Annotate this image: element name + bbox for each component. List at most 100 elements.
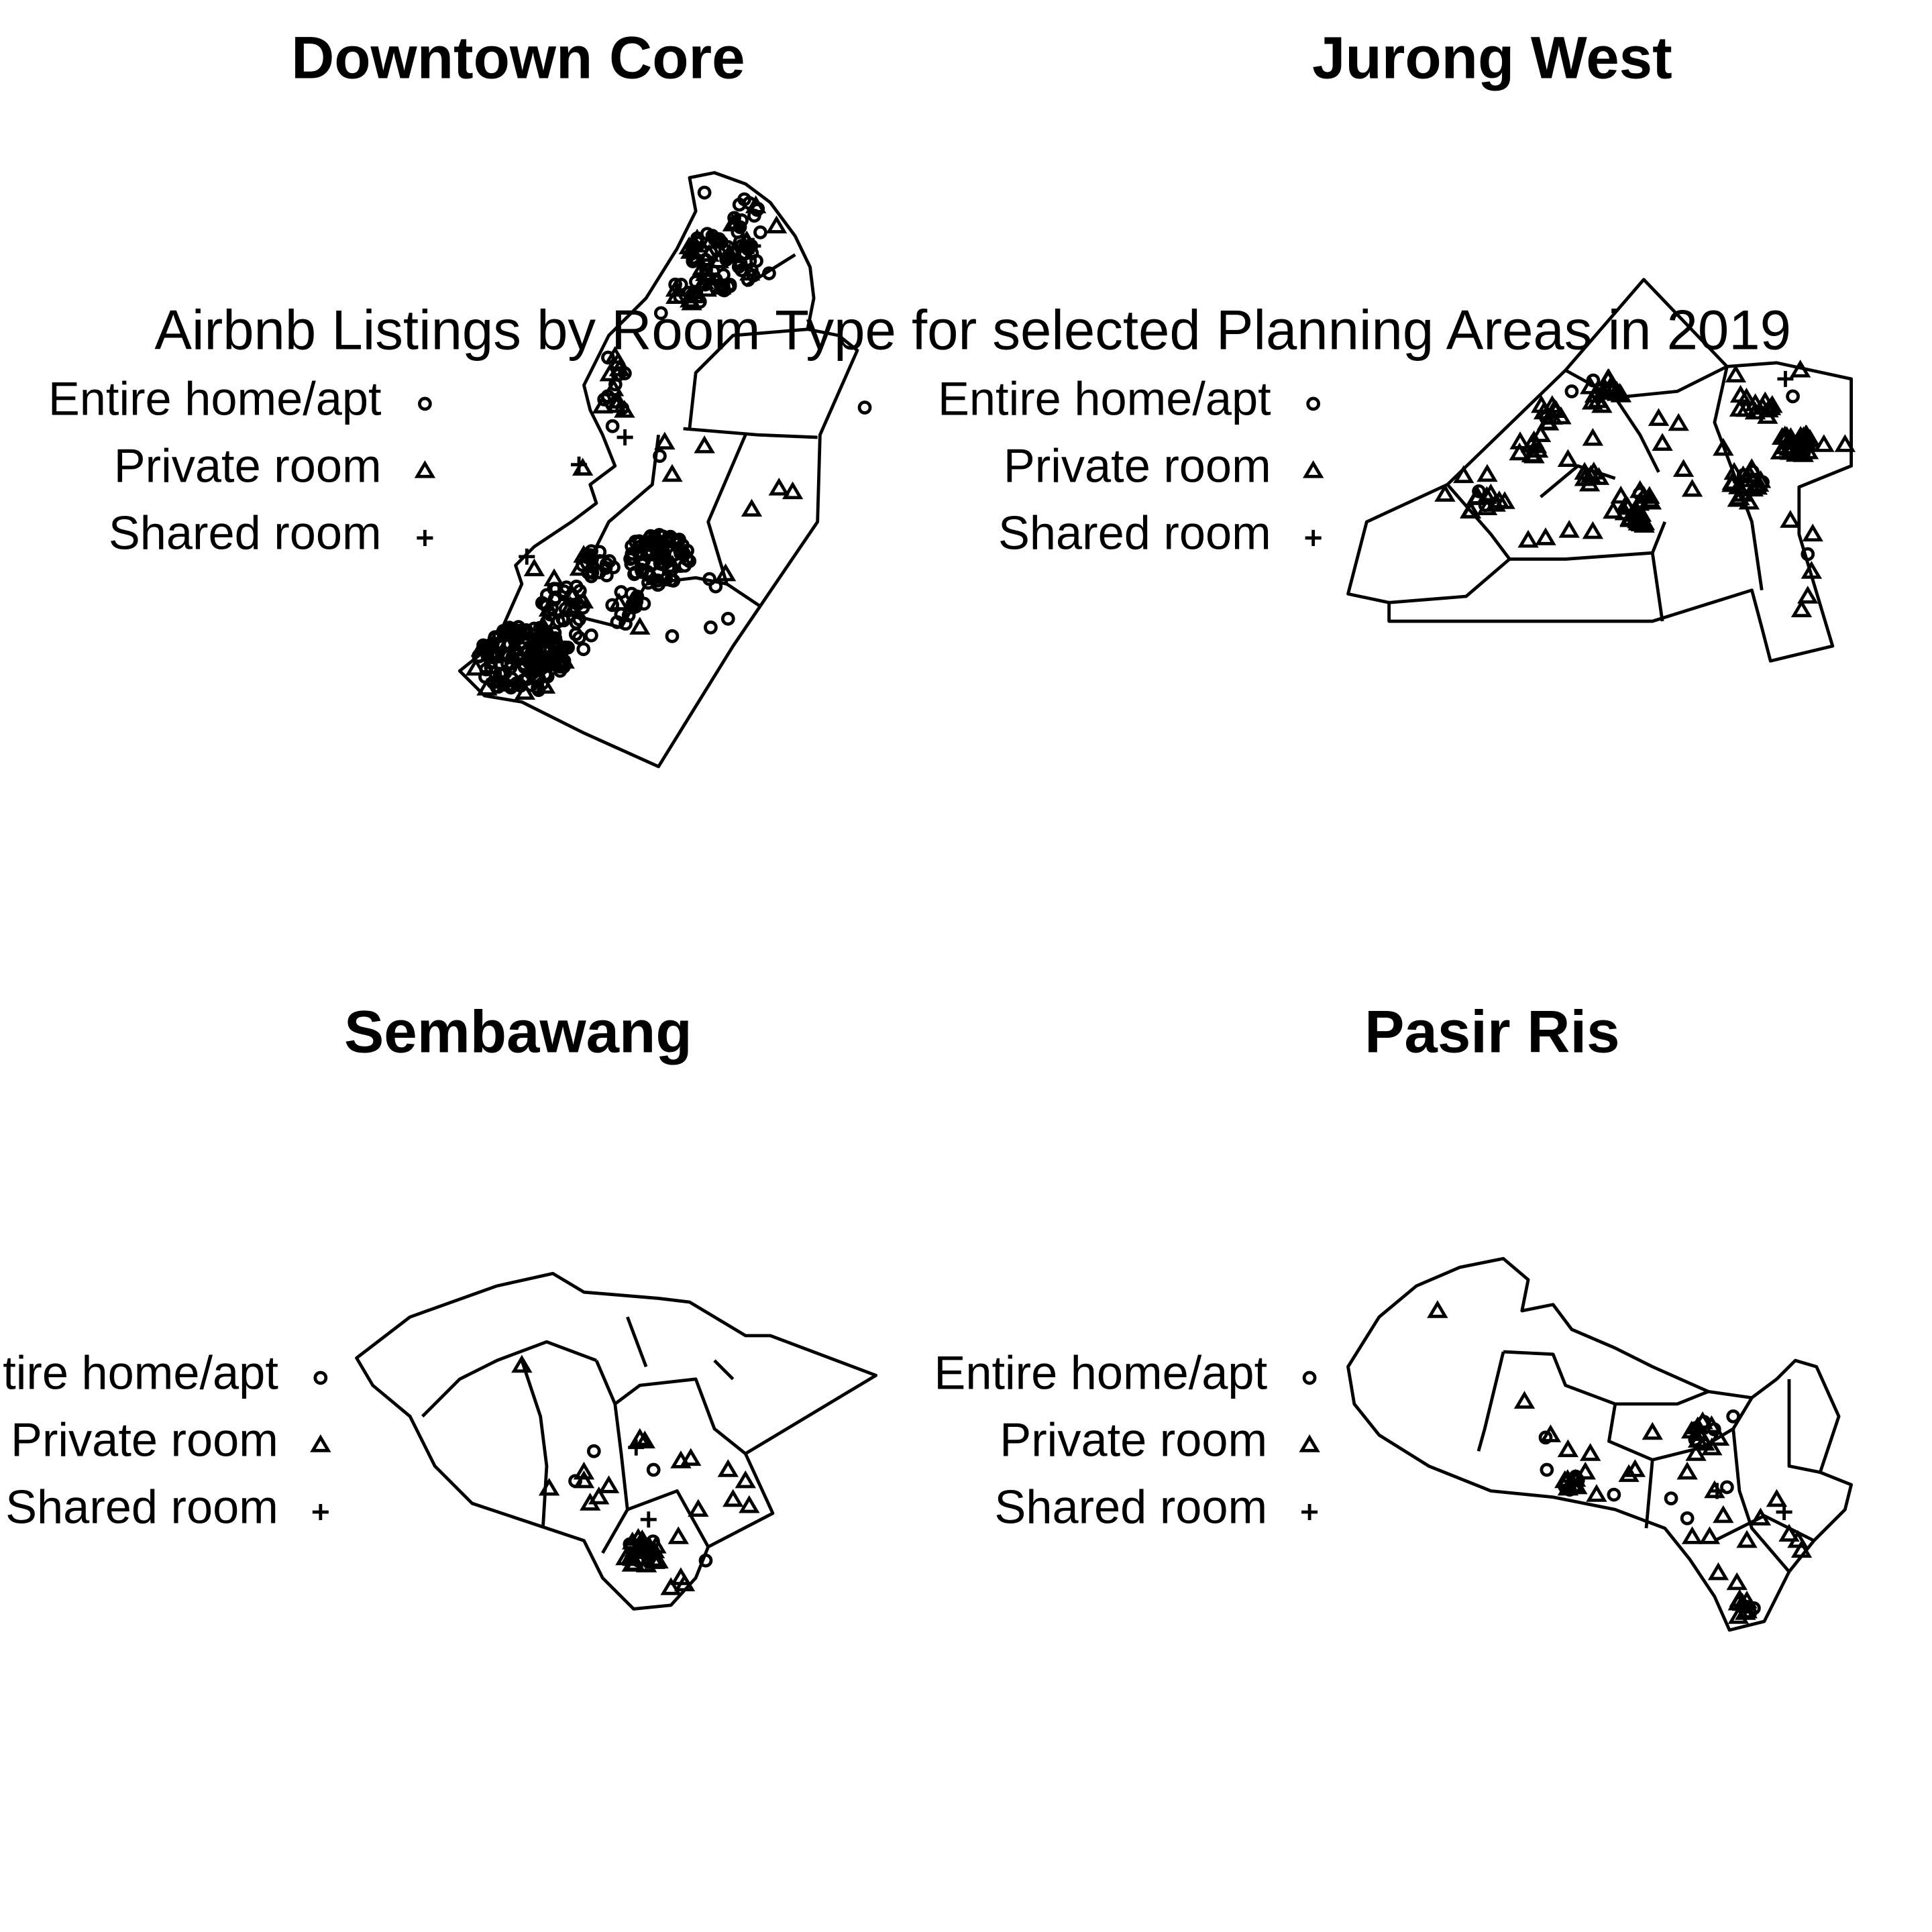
private-room-marker	[1517, 529, 1539, 548]
private-room-marker	[470, 639, 492, 657]
entire-home-marker	[708, 579, 723, 594]
private-room-marker	[1813, 434, 1835, 452]
entire-home-marker	[751, 201, 765, 216]
private-room-marker	[1579, 1443, 1601, 1461]
private-room-marker	[1513, 1391, 1536, 1409]
private-room-marker	[1550, 406, 1572, 425]
legend-label-shared-room: Shared room	[109, 506, 382, 559]
entire-home-marker	[605, 598, 620, 612]
planning-area-boundary	[1346, 1256, 1854, 1632]
shared-room-marker	[1709, 1483, 1725, 1499]
private-room-marker	[1713, 1505, 1734, 1523]
legend-label-entire-home: Entire home/apt	[934, 1346, 1267, 1399]
private-room-marker	[1476, 486, 1498, 504]
entire-home-marker	[1540, 1462, 1554, 1477]
private-room-marker	[538, 1477, 560, 1496]
legend-label-private-room: Private room	[1004, 439, 1271, 492]
entire-home-marker	[641, 576, 655, 590]
legend-label-entire-home: Entire home/apt	[48, 372, 382, 425]
subzone-boundary	[706, 434, 761, 608]
legend-triangle-symbol	[1302, 460, 1324, 478]
entire-home-marker	[569, 615, 584, 630]
private-room-marker	[1480, 483, 1502, 502]
entire-home-marker	[1538, 1430, 1553, 1445]
legend-label-shared-room: Shared room	[5, 1481, 278, 1534]
private-room-marker	[476, 678, 498, 696]
figure-title: Airbnb Listings by Room Type for selecte…	[154, 299, 1791, 361]
private-room-marker	[511, 1354, 533, 1373]
private-room-marker	[1538, 412, 1560, 431]
private-room-marker	[1802, 523, 1823, 542]
entire-home-marker	[731, 225, 745, 239]
shared-room-marker	[745, 237, 761, 254]
private-room-marker	[1603, 500, 1624, 519]
private-room-marker	[608, 592, 630, 610]
entire-home-marker	[642, 531, 657, 545]
private-room-marker	[1780, 427, 1802, 445]
private-room-marker	[1574, 1461, 1596, 1480]
entire-home-marker	[618, 366, 632, 380]
entire-home-marker	[733, 256, 748, 271]
legend-label-entire-home: Entire home/apt	[938, 372, 1271, 425]
private-room-marker	[696, 278, 717, 297]
private-room-marker	[665, 278, 687, 297]
private-room-marker	[1707, 1562, 1729, 1580]
panel-title: Pasir Ris	[1364, 999, 1619, 1065]
entire-home-marker	[526, 639, 541, 654]
private-room-marker	[1738, 491, 1760, 510]
subzone-boundary	[1713, 366, 1764, 591]
private-room-marker	[1834, 434, 1856, 452]
private-room-marker	[717, 1459, 739, 1477]
private-room-marker	[694, 435, 715, 453]
private-room-marker	[1642, 1421, 1663, 1440]
entire-home-marker	[623, 1537, 637, 1552]
entire-home-marker	[592, 554, 607, 568]
private-room-marker	[559, 596, 582, 614]
entire-home-marker	[720, 611, 735, 626]
entire-home-marker	[688, 284, 702, 299]
private-room-marker	[1610, 486, 1631, 504]
shared-room-marker	[1776, 1503, 1792, 1521]
entire-home-marker	[508, 643, 523, 658]
private-room-marker	[688, 1499, 709, 1517]
legend-pasir-ris: Entire home/apt Private room Shared room	[934, 1346, 1267, 1534]
private-room-marker	[714, 563, 737, 582]
private-room-marker	[645, 1536, 667, 1554]
shared-room-marker	[1777, 370, 1794, 387]
private-room-marker	[1787, 442, 1809, 460]
private-room-marker	[523, 558, 545, 576]
private-room-marker	[1742, 478, 1764, 497]
entire-home-marker	[584, 628, 598, 643]
entire-home-marker	[646, 1462, 661, 1477]
shared-room-marker	[616, 429, 633, 445]
subzone-boundary	[713, 1359, 735, 1381]
entire-home-marker	[737, 192, 751, 207]
private-room-marker	[1466, 487, 1487, 505]
private-room-marker	[654, 431, 676, 450]
entire-home-marker	[1680, 1511, 1695, 1525]
private-room-marker	[739, 262, 761, 281]
private-room-marker	[573, 1461, 595, 1480]
private-room-marker	[1529, 424, 1552, 442]
private-room-marker	[1668, 413, 1689, 431]
private-room-marker	[768, 478, 790, 496]
legend-circle-symbol	[1302, 1371, 1317, 1385]
private-room-marker	[465, 657, 487, 676]
entire-home-marker	[753, 225, 767, 239]
entire-home-marker	[542, 635, 557, 649]
legend-plus-symbol	[1301, 1503, 1318, 1521]
entire-home-marker	[659, 572, 674, 587]
shared-room-marker	[640, 1511, 657, 1528]
private-room-marker	[1633, 515, 1655, 533]
entire-home-marker	[727, 211, 741, 225]
private-room-marker	[1790, 599, 1813, 618]
private-room-marker	[1685, 1443, 1707, 1461]
private-room-marker	[1701, 1437, 1723, 1456]
private-room-marker	[496, 633, 519, 651]
subzone-boundary	[1389, 557, 1511, 604]
private-room-marker	[1544, 398, 1566, 417]
entire-home-marker	[631, 1553, 645, 1568]
private-room-marker	[722, 1489, 744, 1507]
subzone-boundary	[520, 1360, 549, 1529]
legend-triangle-symbol	[414, 460, 436, 478]
